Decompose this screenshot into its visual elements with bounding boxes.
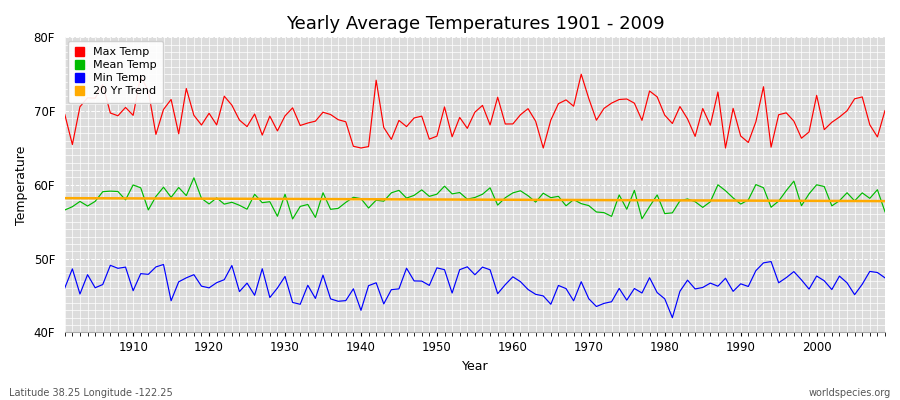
20 Yr Trend (333, 197, 344, 202)
20 Yr Trend (508, 197, 518, 202)
Min Temp (287, 300, 298, 305)
Max Temp (508, 122, 518, 126)
Max Temp (120, 105, 130, 110)
Mean Temp (59, 208, 70, 212)
Min Temp (879, 276, 890, 280)
Mean Temp (120, 198, 130, 202)
Max Temp (59, 112, 70, 117)
Y-axis label: Temperature: Temperature (15, 145, 28, 224)
Min Temp (508, 274, 518, 279)
20 Yr Trend (598, 198, 609, 202)
Mean Temp (515, 188, 526, 193)
Legend: Max Temp, Mean Temp, Min Temp, 20 Yr Trend: Max Temp, Mean Temp, Min Temp, 20 Yr Tre… (68, 41, 163, 103)
Min Temp (500, 282, 510, 287)
X-axis label: Year: Year (462, 360, 488, 373)
Line: Min Temp: Min Temp (65, 262, 885, 318)
Title: Yearly Average Temperatures 1901 - 2009: Yearly Average Temperatures 1901 - 2009 (285, 15, 664, 33)
Max Temp (614, 97, 625, 102)
Min Temp (333, 299, 344, 304)
Min Temp (766, 259, 777, 264)
Max Temp (333, 117, 344, 122)
Line: Mean Temp: Mean Temp (65, 178, 885, 219)
20 Yr Trend (287, 196, 298, 201)
20 Yr Trend (59, 196, 70, 200)
Text: worldspecies.org: worldspecies.org (809, 388, 891, 398)
Mean Temp (614, 192, 625, 197)
Min Temp (59, 286, 70, 290)
Mean Temp (188, 175, 199, 180)
Max Temp (576, 72, 587, 77)
Mean Temp (523, 193, 534, 198)
Mean Temp (287, 216, 298, 221)
Max Temp (879, 108, 890, 113)
Max Temp (515, 112, 526, 117)
Max Temp (356, 146, 366, 150)
20 Yr Trend (879, 199, 890, 204)
Min Temp (120, 265, 130, 270)
20 Yr Trend (120, 196, 130, 201)
Max Temp (287, 106, 298, 110)
Line: 20 Yr Trend: 20 Yr Trend (65, 198, 885, 201)
Mean Temp (348, 195, 359, 200)
Line: Max Temp: Max Temp (65, 74, 885, 148)
20 Yr Trend (500, 197, 510, 202)
Mean Temp (879, 210, 890, 214)
Text: Latitude 38.25 Longitude -122.25: Latitude 38.25 Longitude -122.25 (9, 388, 173, 398)
Mean Temp (302, 202, 313, 207)
Min Temp (598, 301, 609, 306)
Min Temp (667, 315, 678, 320)
